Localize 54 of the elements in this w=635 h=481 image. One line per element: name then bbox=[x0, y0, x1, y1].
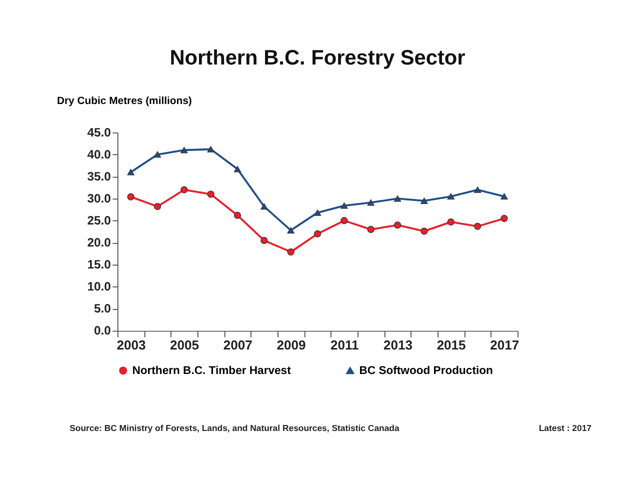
point bbox=[127, 193, 134, 200]
point bbox=[340, 217, 348, 224]
y-axis-title: Dry Cubic Metres (millions) bbox=[56, 96, 192, 108]
point bbox=[287, 227, 294, 234]
point bbox=[420, 228, 428, 235]
source-note: Source: BC Ministry of Forests, Lands, and Natural Resources, Statistic Canada bbox=[70, 422, 400, 433]
point bbox=[207, 146, 214, 152]
legend-label: Northern B.C. Timber Harvest bbox=[132, 365, 292, 378]
y-tick-label: 0.0 bbox=[94, 324, 112, 338]
point bbox=[420, 198, 428, 204]
y-tick-label: 25.0 bbox=[87, 214, 112, 228]
point bbox=[394, 195, 402, 202]
point bbox=[180, 186, 188, 194]
point bbox=[500, 193, 508, 200]
point bbox=[127, 169, 134, 176]
point bbox=[474, 222, 482, 230]
x-tick-label: 2005 bbox=[170, 338, 200, 353]
y-tick-label: 10.0 bbox=[87, 280, 112, 294]
point bbox=[180, 146, 188, 154]
point bbox=[234, 212, 242, 219]
y-tick-label: 5.0 bbox=[94, 302, 112, 316]
x-tick-label: 2013 bbox=[383, 338, 412, 353]
chart-title: Northern B.C. Forestry Sector bbox=[170, 46, 466, 70]
x-tick-label: 2003 bbox=[116, 338, 146, 353]
point bbox=[474, 186, 482, 193]
point bbox=[340, 202, 348, 209]
x-tick-label: 2017 bbox=[490, 338, 520, 353]
point bbox=[207, 190, 214, 198]
legend-label: BC Softwood Production bbox=[359, 365, 494, 378]
point bbox=[394, 221, 402, 229]
point bbox=[500, 214, 508, 222]
y-tick-label: 40.0 bbox=[87, 147, 112, 162]
point bbox=[447, 218, 454, 226]
y-tick-label: 30.0 bbox=[87, 192, 112, 206]
x-tick-label: 2007 bbox=[223, 338, 252, 353]
point bbox=[154, 202, 162, 210]
point bbox=[287, 248, 294, 256]
x-tick-label: 2009 bbox=[276, 338, 306, 353]
point bbox=[314, 210, 322, 216]
y-tick-label: 35.0 bbox=[87, 169, 112, 184]
point bbox=[260, 236, 268, 244]
point bbox=[234, 166, 242, 172]
point bbox=[154, 151, 162, 158]
y-tick-label: 15.0 bbox=[87, 258, 112, 272]
y-tick-label: 20.0 bbox=[87, 236, 112, 250]
point bbox=[447, 193, 454, 200]
point bbox=[314, 230, 322, 238]
x-tick-label: 2011 bbox=[330, 338, 359, 353]
x-tick-label: 2015 bbox=[436, 338, 466, 353]
point bbox=[260, 203, 268, 210]
point bbox=[367, 199, 374, 206]
text: Latest : 2017 bbox=[538, 422, 592, 433]
y-tick-label: 45.0 bbox=[87, 125, 112, 140]
point bbox=[367, 226, 374, 234]
